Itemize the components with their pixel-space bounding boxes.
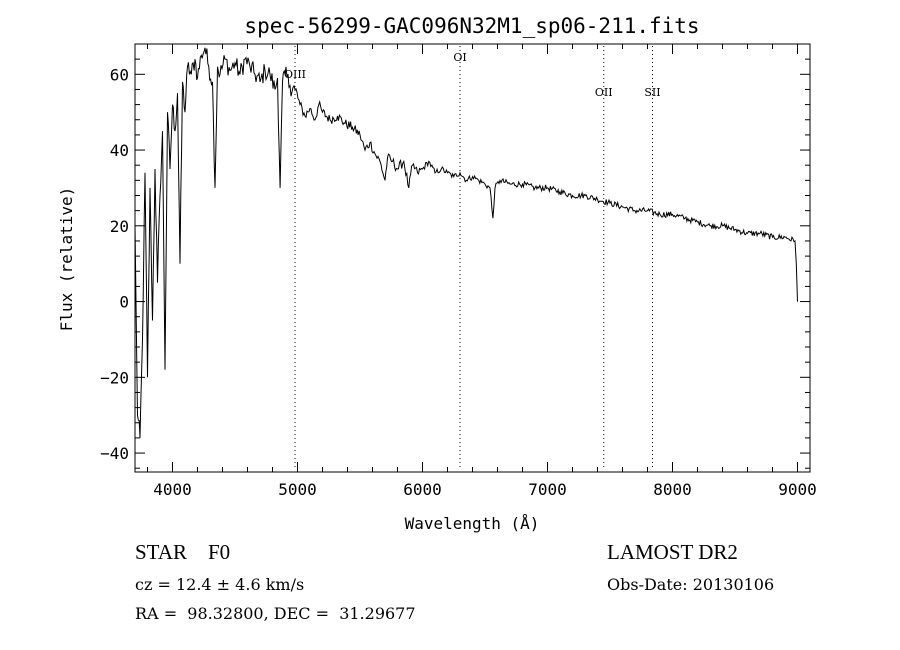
- y-tick-label: −40: [100, 444, 129, 463]
- x-tick-label: 5000: [278, 480, 317, 499]
- spectrum-line-flux: [134, 47, 798, 438]
- spectral-line-markers: OIII OI OII SII: [284, 46, 661, 470]
- x-tick-label: 8000: [653, 480, 692, 499]
- x-tick-label: 9000: [778, 480, 817, 499]
- object-class: STAR F0: [135, 540, 231, 564]
- line-label-oiii: OIII: [284, 68, 306, 81]
- line-label-oi: OI: [453, 51, 466, 64]
- axis-ticks: 4000 5000 6000 7000 8000 9000 −40 −20 0 20 40 60: [100, 43, 817, 499]
- y-tick-label: 60: [110, 65, 129, 84]
- y-tick-label: −20: [100, 368, 129, 387]
- plot-frame: [134, 43, 811, 473]
- coordinates: RA = 98.32800, DEC = 31.29677: [135, 604, 416, 623]
- y-axis-label: Flux (relative): [57, 187, 76, 332]
- spectrum-series: [134, 47, 798, 438]
- chart-title: spec-56299-GAC096N32M1_sp06-211.fits: [244, 14, 699, 38]
- x-axis-label: Wavelength (Å): [405, 514, 540, 533]
- y-tick-label: 20: [110, 217, 129, 236]
- redshift-text: cz = 12.4 ± 4.6 km/s: [135, 575, 305, 594]
- y-tick-label: 40: [110, 141, 129, 160]
- line-label-oii: OII: [595, 86, 613, 99]
- x-tick-label: 4000: [153, 480, 192, 499]
- line-label-sii: SII: [644, 86, 660, 99]
- y-tick-label: 0: [119, 293, 129, 312]
- x-tick-label: 6000: [403, 480, 442, 499]
- observation-date: Obs-Date: 20130106: [607, 575, 775, 594]
- x-tick-label: 7000: [528, 480, 567, 499]
- survey-name: LAMOST DR2: [607, 540, 738, 564]
